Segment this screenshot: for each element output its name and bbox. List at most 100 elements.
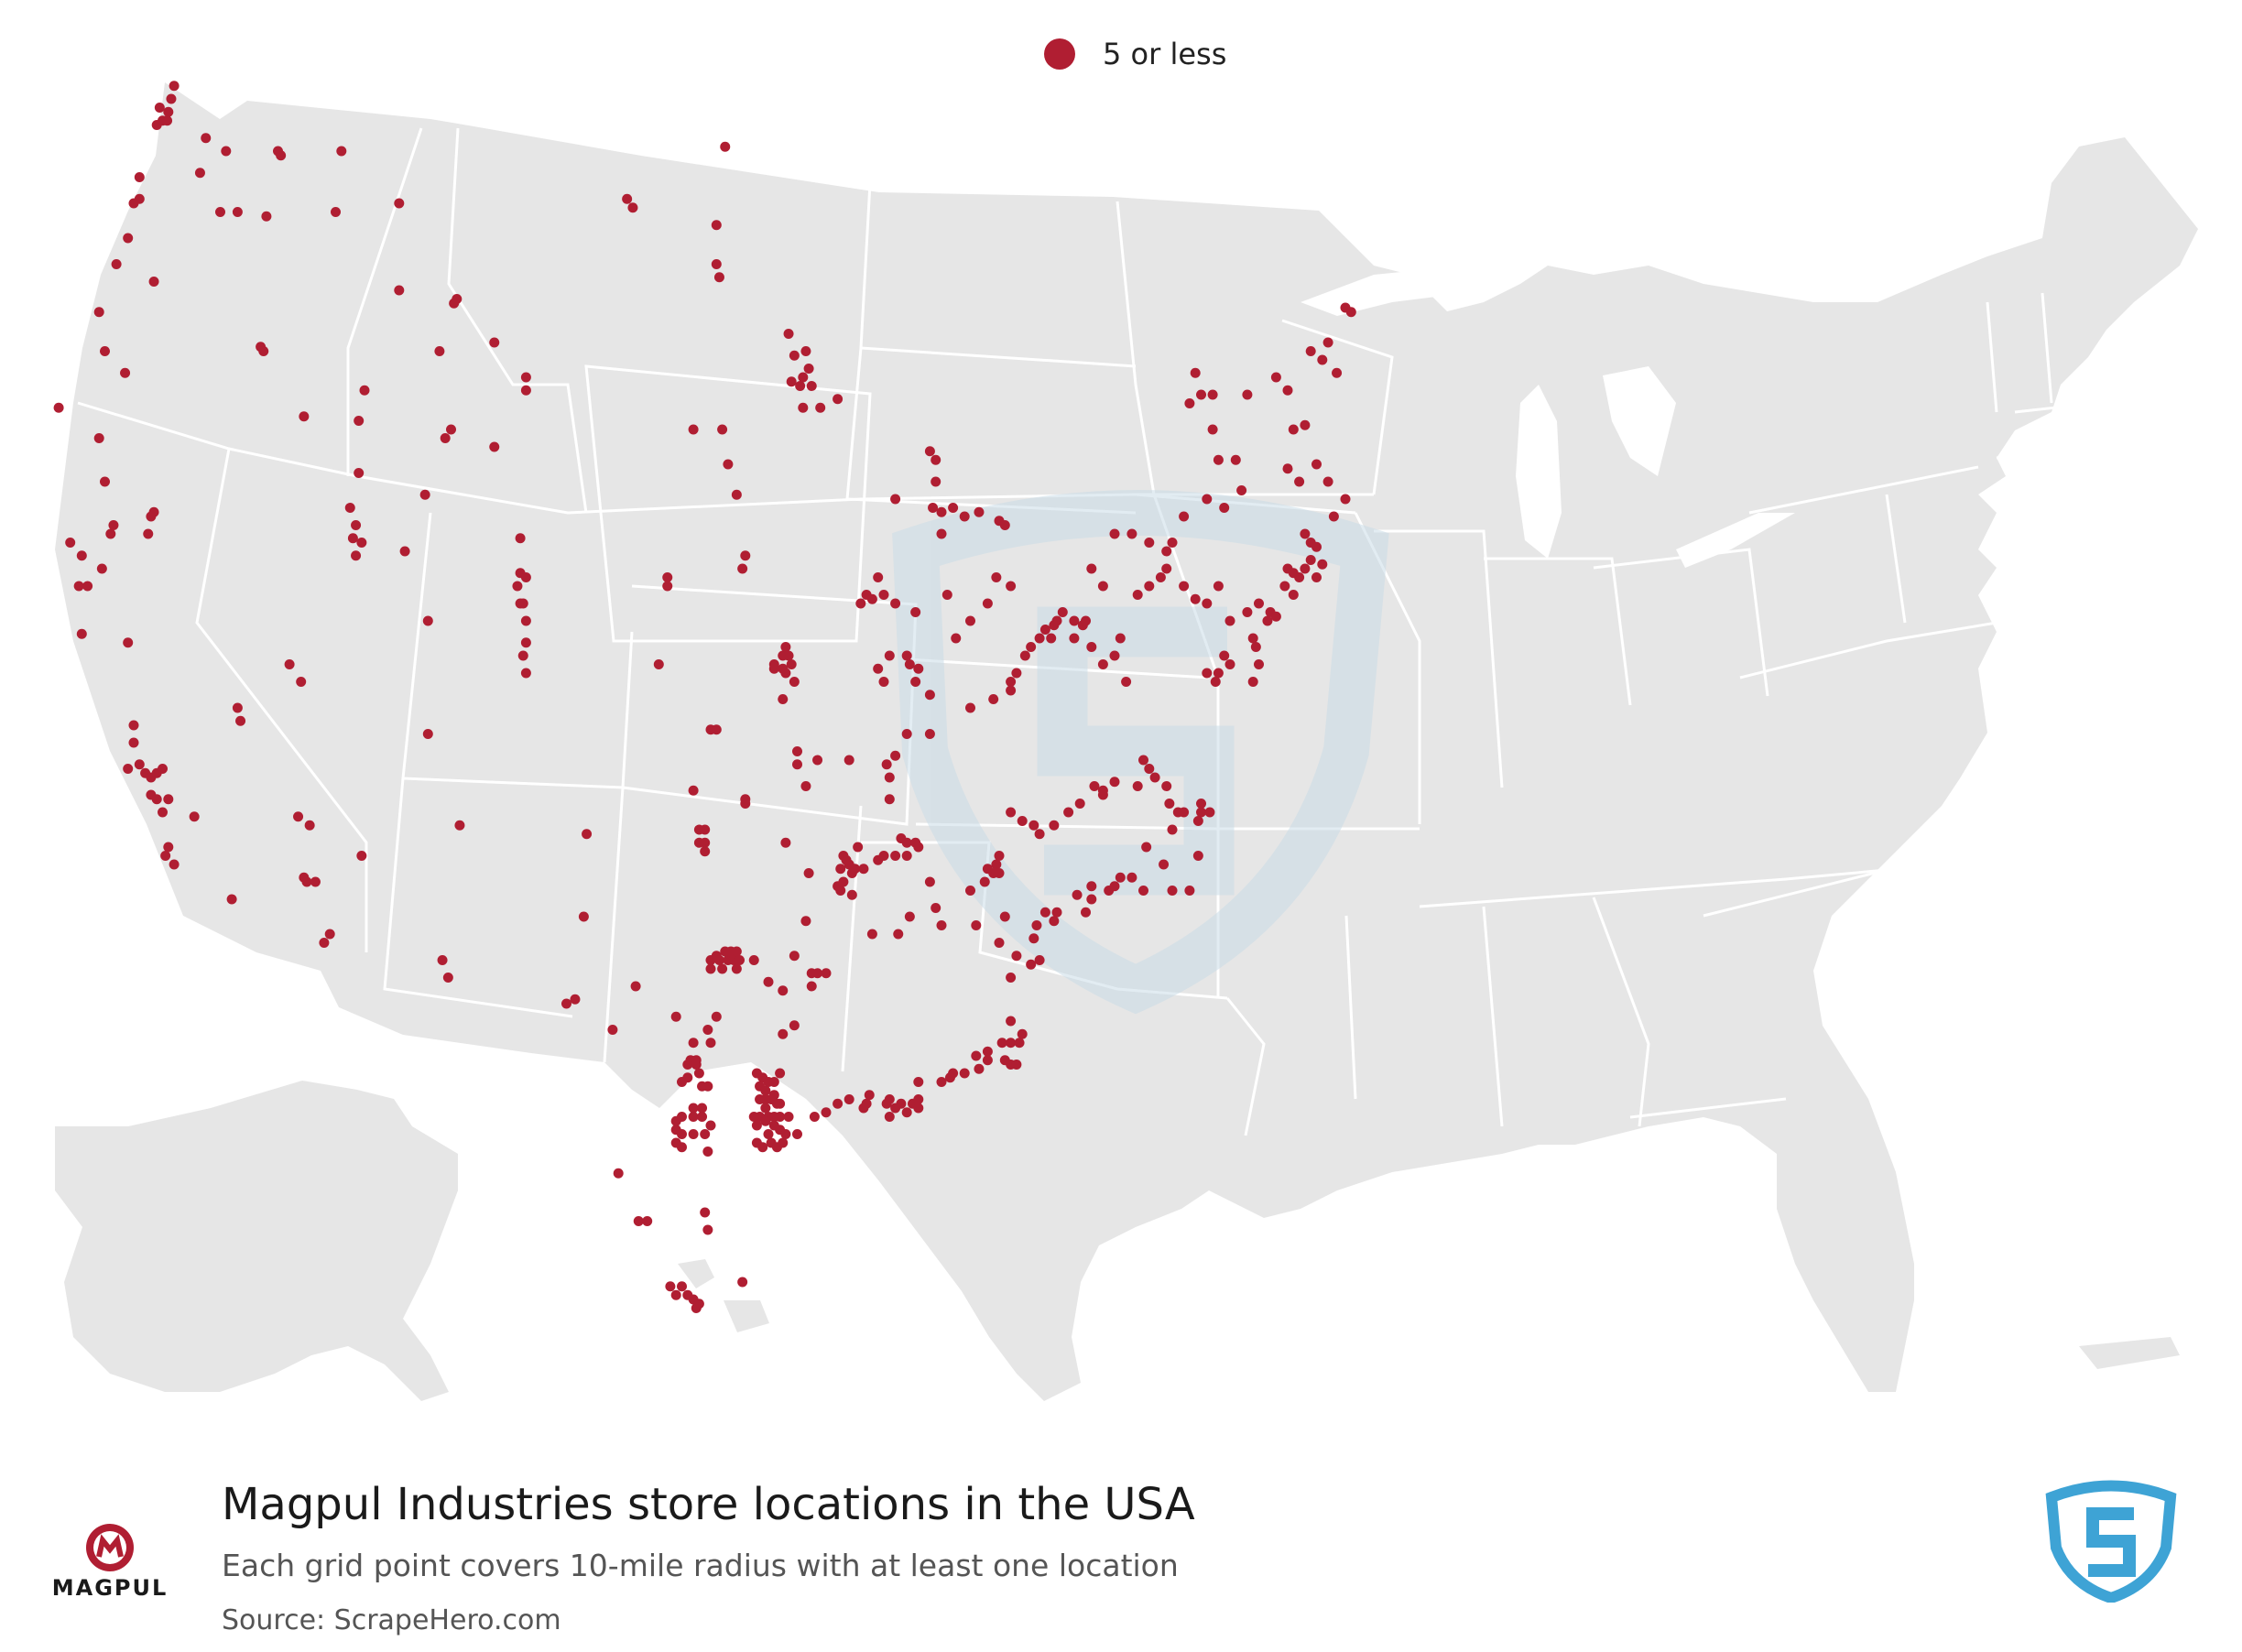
- store-dot: [148, 277, 159, 287]
- store-dot: [713, 955, 724, 965]
- store-dot: [850, 864, 860, 875]
- store-dot: [896, 1098, 907, 1109]
- store-dot: [901, 1107, 912, 1118]
- store-dot: [440, 433, 451, 443]
- puerto-rico-shape: [2079, 1337, 2180, 1369]
- store-dot: [806, 981, 817, 992]
- store-dot: [1305, 555, 1316, 565]
- store-dot: [833, 394, 843, 405]
- store-dot: [763, 976, 774, 987]
- store-dot: [792, 746, 802, 756]
- store-dot: [1184, 398, 1195, 408]
- store-dot: [1242, 607, 1253, 617]
- store-dot: [1081, 615, 1091, 626]
- source-note: Source: ScrapeHero.com: [222, 1604, 561, 1636]
- store-dot: [1282, 385, 1293, 396]
- store-dot: [971, 920, 982, 930]
- store-dot: [723, 459, 734, 470]
- store-dot: [803, 868, 814, 878]
- store-dot: [1254, 659, 1264, 669]
- store-dot: [748, 1112, 759, 1122]
- store-dot: [1192, 816, 1203, 826]
- store-dot: [194, 168, 205, 179]
- store-dot: [780, 837, 791, 848]
- store-dot: [843, 1094, 854, 1104]
- store-dot: [991, 572, 1002, 582]
- store-dot: [356, 851, 367, 861]
- store-dot: [201, 133, 212, 144]
- store-dot: [1279, 581, 1290, 592]
- store-dot: [760, 1115, 771, 1126]
- store-dot: [336, 146, 347, 157]
- store-dot: [691, 1303, 702, 1313]
- store-dot: [904, 659, 915, 669]
- store-dot: [713, 272, 724, 283]
- store-dot: [677, 1129, 687, 1139]
- store-dot: [821, 968, 832, 979]
- store-dot: [630, 981, 641, 992]
- store-dot: [128, 720, 139, 731]
- store-dot: [319, 938, 330, 948]
- store-dot: [162, 115, 173, 126]
- store-dot: [760, 1085, 771, 1096]
- store-dot: [913, 1077, 924, 1087]
- store-dot: [1210, 677, 1221, 687]
- store-dot: [1149, 772, 1160, 783]
- store-dot: [711, 1011, 722, 1022]
- store-dot: [1006, 1038, 1017, 1049]
- store-dot: [344, 503, 355, 513]
- store-dot: [705, 1120, 716, 1131]
- store-dot: [1332, 367, 1343, 378]
- store-dot: [232, 702, 243, 713]
- store-dot: [803, 364, 814, 374]
- store-dot: [783, 1112, 794, 1122]
- store-dot: [936, 528, 947, 539]
- store-dot: [740, 550, 751, 561]
- store-dot: [1213, 668, 1224, 679]
- store-dot: [351, 550, 362, 561]
- store-dot: [878, 590, 889, 600]
- store-dot: [884, 650, 895, 661]
- store-dot: [1011, 951, 1022, 962]
- store-dot: [1190, 367, 1201, 378]
- store-dot: [1294, 572, 1305, 582]
- store-dot: [166, 93, 177, 104]
- store-dot: [890, 494, 901, 505]
- store-dot: [789, 350, 800, 361]
- store-dot: [959, 511, 970, 522]
- store-dot: [853, 842, 864, 853]
- store-dot: [1300, 528, 1311, 539]
- store-dot: [1006, 677, 1017, 687]
- store-dot: [1224, 659, 1235, 669]
- store-dot: [520, 572, 531, 582]
- store-dot: [833, 881, 843, 892]
- magpul-emblem-icon: [86, 1524, 134, 1571]
- store-dot: [622, 193, 633, 204]
- store-dot: [1305, 346, 1316, 356]
- lake-michigan: [1516, 385, 1562, 559]
- store-dot: [452, 294, 463, 304]
- store-dot: [1328, 511, 1339, 522]
- store-dot: [1039, 625, 1050, 635]
- store-dot: [613, 1168, 624, 1179]
- store-dot: [169, 81, 180, 92]
- store-dot: [800, 346, 811, 356]
- legend-label: 5 or less: [1103, 37, 1227, 71]
- lake-superior: [1301, 266, 1520, 316]
- store-dot: [1115, 633, 1126, 644]
- store-dot: [991, 859, 1002, 870]
- store-dot: [1019, 650, 1030, 661]
- store-dot: [1132, 781, 1143, 791]
- store-dot: [800, 916, 811, 927]
- store-dot: [795, 381, 806, 391]
- store-dot: [1202, 494, 1213, 505]
- store-dot: [351, 520, 362, 530]
- store-dot: [123, 764, 134, 774]
- store-dot: [1144, 764, 1155, 774]
- store-dot: [1155, 572, 1166, 582]
- store-dot: [1109, 650, 1120, 661]
- store-dot: [994, 938, 1005, 948]
- store-dot: [1109, 881, 1120, 892]
- store-dot: [1288, 424, 1299, 435]
- store-dot: [570, 994, 581, 1005]
